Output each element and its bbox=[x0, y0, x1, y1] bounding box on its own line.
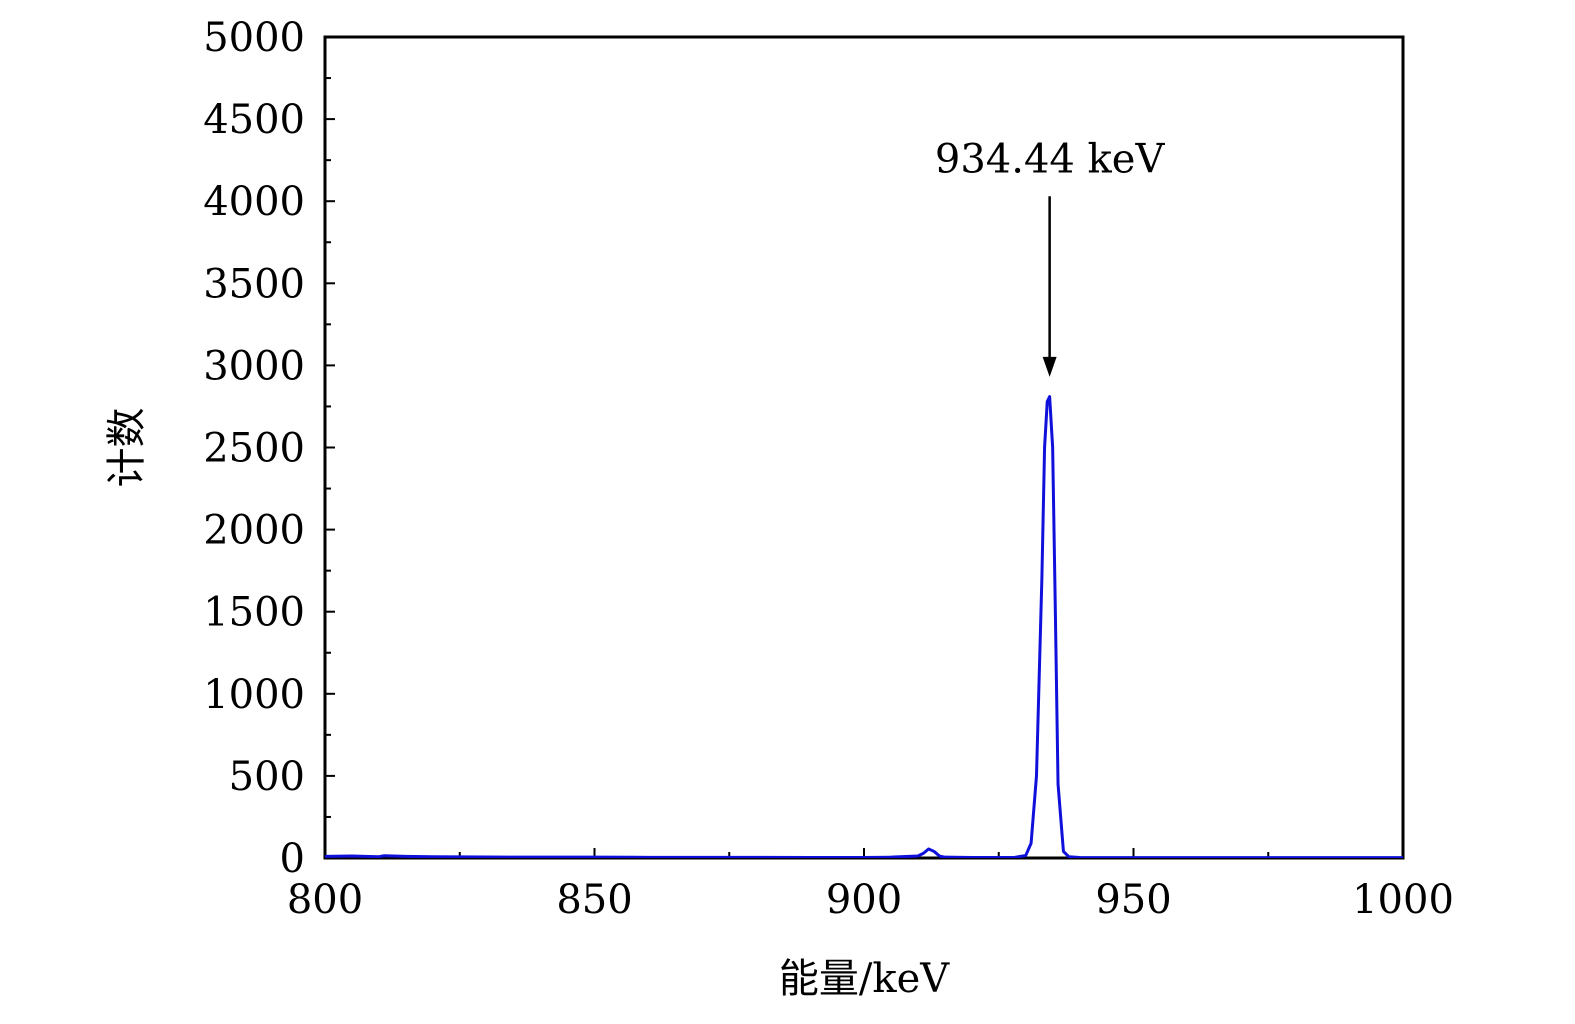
series-line bbox=[325, 395, 1403, 858]
y-axis-title: 计数 bbox=[104, 408, 150, 488]
y-tick-label: 0 bbox=[280, 836, 305, 882]
y-tick-label: 4000 bbox=[203, 179, 305, 225]
x-axis-title: 能量/keV bbox=[779, 956, 950, 1002]
axis-ticks bbox=[324, 36, 1404, 859]
y-tick-label: 1500 bbox=[203, 590, 305, 636]
x-tick-label: 850 bbox=[556, 877, 632, 923]
x-tick-label: 800 bbox=[287, 877, 363, 923]
peak-annotation-label: 934.44 keV bbox=[935, 136, 1166, 182]
y-tick-label: 2500 bbox=[203, 426, 305, 472]
y-tick-label: 5000 bbox=[203, 15, 305, 61]
y-tick-label: 1000 bbox=[203, 672, 305, 718]
x-tick-label: 900 bbox=[826, 877, 902, 923]
x-tick-label: 1000 bbox=[1352, 877, 1454, 923]
plot-frame bbox=[323, 35, 1405, 860]
y-tick-label: 4500 bbox=[203, 97, 305, 143]
y-tick-label: 500 bbox=[229, 754, 305, 800]
annotation-arrow-head bbox=[1042, 356, 1057, 377]
y-tick-label: 3000 bbox=[203, 343, 305, 389]
y-tick-label: 3500 bbox=[203, 261, 305, 307]
y-tick-label: 2000 bbox=[203, 508, 305, 554]
annotations: 934.44 keV bbox=[935, 136, 1166, 377]
axis-tick-labels: 800 850 900 950 1000 0 500 1000 1500 2000 2500 3000… bbox=[203, 15, 1454, 923]
x-tick-label: 950 bbox=[1095, 877, 1171, 923]
